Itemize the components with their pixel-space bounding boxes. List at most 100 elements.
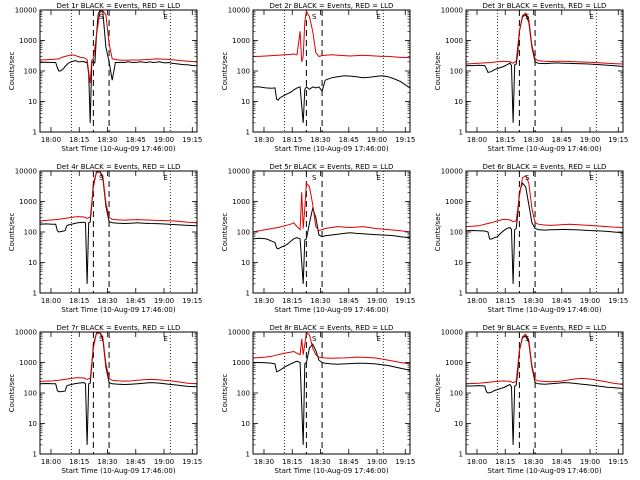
series-line-events xyxy=(253,343,411,445)
end-marker: E xyxy=(376,335,380,343)
x-tick-label: 18:15 xyxy=(69,136,89,144)
chart-title: Det 4r BLACK = Events, RED = LLD xyxy=(57,163,181,171)
x-axis-label: Start Time (10-Aug-09 17:46:00) xyxy=(274,145,388,153)
x-tick-label: 19:00 xyxy=(580,136,600,144)
y-tick-label: 100 xyxy=(450,390,463,398)
series-line-lld xyxy=(253,9,411,62)
x-tick-label: 18:45 xyxy=(126,458,146,466)
y-axis-label: Counts/sec xyxy=(221,52,229,91)
x-tick-label: 19:00 xyxy=(367,297,387,305)
y-axis-label: Counts/sec xyxy=(221,213,229,252)
y-tick-label: 100 xyxy=(24,390,37,398)
x-tick-label: 19:00 xyxy=(580,297,600,305)
y-tick-label: 10000 xyxy=(228,168,250,176)
x-tick-label: 18:30 xyxy=(310,136,330,144)
y-axis-label: Counts/sec xyxy=(8,213,16,252)
y-axis-label: Counts/sec xyxy=(8,374,16,413)
x-tick-label: 19:00 xyxy=(367,136,387,144)
plot-frame xyxy=(39,331,198,455)
series-line-lld xyxy=(465,12,624,65)
chart-panel: Det 2r BLACK = Events, RED = LLD 1 10 100 10… xyxy=(221,2,415,153)
chart-panel: Det 1r BLACK = Events, RED = LLD 1 10 100 10… xyxy=(8,2,202,153)
x-tick-label: 18:45 xyxy=(339,136,359,144)
y-tick-label: 10 xyxy=(241,259,250,267)
y-tick-label: 10 xyxy=(454,420,463,428)
x-tick-label: 19:15 xyxy=(182,458,202,466)
x-tick-label: 19:15 xyxy=(608,458,628,466)
x-tick-label: 18:30 xyxy=(254,297,274,305)
x-tick-label: 18:15 xyxy=(282,458,302,466)
chart-panel: Det 4r BLACK = Events, RED = LLD 1 10 100 10… xyxy=(8,163,202,314)
series-line-events xyxy=(466,335,624,445)
plot-frame xyxy=(465,9,624,133)
chart-title: Det 8r BLACK = Events, RED = LLD xyxy=(270,324,394,332)
x-tick-label: 19:00 xyxy=(154,297,174,305)
end-marker: E xyxy=(163,335,167,343)
end-marker: E xyxy=(376,174,380,182)
x-tick-label: 18:00 xyxy=(41,458,61,466)
x-tick-label: 18:45 xyxy=(126,136,146,144)
x-tick-label: 18:45 xyxy=(339,297,359,305)
y-tick-label: 1000 xyxy=(232,359,250,367)
y-tick-label: 1000 xyxy=(19,198,37,206)
y-tick-label: 1 xyxy=(459,290,463,298)
series-line-events xyxy=(466,13,624,123)
x-axis-label: Start Time (10-Aug-09 17:46:00) xyxy=(487,145,601,153)
x-tick-label: 18:00 xyxy=(41,297,61,305)
series-line-events xyxy=(253,75,411,123)
x-tick-label: 18:30 xyxy=(523,297,543,305)
x-tick-label: 18:15 xyxy=(495,297,515,305)
start-marker: S xyxy=(525,174,530,182)
y-tick-label: 100 xyxy=(24,229,37,237)
x-axis-label: Start Time (10-Aug-09 17:46:00) xyxy=(61,145,175,153)
plot-frame xyxy=(252,9,411,133)
start-marker: S xyxy=(312,174,317,182)
plot-frame xyxy=(252,170,411,294)
y-tick-label: 1 xyxy=(246,129,250,137)
y-tick-label: 10 xyxy=(28,259,37,267)
x-tick-label: 18:00 xyxy=(467,458,487,466)
y-axis-label: Counts/sec xyxy=(434,52,442,91)
end-marker: E xyxy=(163,13,167,21)
start-marker: S xyxy=(525,13,530,21)
y-axis-label: Counts/sec xyxy=(434,374,442,413)
y-tick-label: 10000 xyxy=(441,329,463,337)
x-tick-label: 19:00 xyxy=(580,458,600,466)
y-tick-label: 10000 xyxy=(228,7,250,15)
start-marker: S xyxy=(312,13,317,21)
x-tick-label: 18:15 xyxy=(282,297,302,305)
x-tick-label: 18:00 xyxy=(467,297,487,305)
x-tick-label: 19:15 xyxy=(395,458,415,466)
x-tick-label: 18:00 xyxy=(41,136,61,144)
end-marker: E xyxy=(376,13,380,21)
x-tick-label: 19:15 xyxy=(608,297,628,305)
end-marker: E xyxy=(589,13,593,21)
x-tick-label: 19:15 xyxy=(395,136,415,144)
series-line-lld xyxy=(252,181,411,233)
series-line-lld xyxy=(465,333,624,385)
x-tick-label: 18:30 xyxy=(254,458,274,466)
y-tick-label: 100 xyxy=(450,68,463,76)
y-tick-label: 10000 xyxy=(15,329,37,337)
y-tick-label: 10 xyxy=(454,259,463,267)
x-tick-label: 18:45 xyxy=(126,297,146,305)
y-tick-label: 1000 xyxy=(445,359,463,367)
y-tick-label: 10000 xyxy=(15,7,37,15)
x-tick-label: 18:30 xyxy=(310,458,330,466)
plot-frame xyxy=(465,170,624,294)
x-tick-label: 18:15 xyxy=(495,136,515,144)
series-line-lld xyxy=(252,331,411,365)
end-marker: E xyxy=(163,174,167,182)
x-axis-label: Start Time (10-Aug-09 17:46:00) xyxy=(274,467,388,475)
series-line-lld xyxy=(465,174,624,228)
start-marker: S xyxy=(99,174,104,182)
y-tick-label: 10 xyxy=(28,420,37,428)
chart-title: Det 7r BLACK = Events, RED = LLD xyxy=(57,324,181,332)
x-tick-label: 18:15 xyxy=(495,458,515,466)
x-tick-label: 18:45 xyxy=(552,297,572,305)
plot-frame xyxy=(39,9,198,133)
x-tick-label: 19:15 xyxy=(608,136,628,144)
x-tick-label: 18:30 xyxy=(97,136,117,144)
y-tick-label: 100 xyxy=(237,390,250,398)
y-tick-label: 10 xyxy=(241,98,250,106)
